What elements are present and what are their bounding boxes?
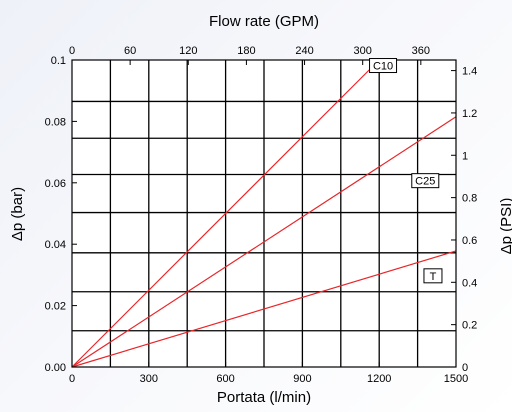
series-line-t xyxy=(71,250,457,368)
y-tick-label-4: 0.08 xyxy=(45,116,66,128)
y-tick-label-3: 0.06 xyxy=(45,178,66,190)
y-tick-label-1: 0.02 xyxy=(45,301,66,313)
y-tick-label-0: 0.00 xyxy=(45,362,66,374)
y2-tick-label-7: 1.4 xyxy=(462,66,477,78)
y2-tick-label-2: 0.4 xyxy=(462,277,477,289)
y2-tick-label-6: 1.2 xyxy=(462,108,477,120)
x-tick-label-0: 0 xyxy=(69,373,75,385)
series-line-c10 xyxy=(71,59,380,368)
y2-tick-label-3: 0.6 xyxy=(462,235,477,247)
y2-tick-label-5: 1 xyxy=(462,150,468,162)
series-lines xyxy=(71,59,457,368)
x2-tick-label-4: 240 xyxy=(295,45,313,57)
x2-tick-label-2: 120 xyxy=(179,45,197,57)
y2-axis-title: Δp (PSI) xyxy=(498,198,512,255)
series-label-t: T xyxy=(430,271,437,283)
x2-tick-label-6: 360 xyxy=(412,45,430,57)
x-tick-label-4: 1200 xyxy=(367,373,391,385)
x2-tick-label-3: 180 xyxy=(237,45,255,57)
series-label-box-c10 xyxy=(369,58,398,74)
series-label-c10: C10 xyxy=(373,61,393,73)
x-tick-label-1: 300 xyxy=(140,373,158,385)
series-line-c25 xyxy=(71,116,457,368)
y-tick-label-2: 0.04 xyxy=(45,239,66,251)
y-tick-label-5: 0.1 xyxy=(51,55,66,67)
series-label-box-t xyxy=(423,268,443,284)
x2-tick-label-5: 300 xyxy=(354,45,372,57)
x2-axis-title: Flow rate (GPM) xyxy=(209,13,319,30)
x-tick-label-3: 900 xyxy=(293,373,311,385)
plot-frame xyxy=(71,59,457,368)
series-label-c25: C25 xyxy=(415,176,435,188)
x2-tick-label-1: 60 xyxy=(124,45,136,57)
series-label-box-c25 xyxy=(411,173,440,189)
y2-tick-label-0: 0 xyxy=(462,362,468,374)
y2-tick-label-4: 0.8 xyxy=(462,193,477,205)
x-axis-title: Portata (l/min) xyxy=(217,389,311,406)
x-tick-label-5: 1500 xyxy=(444,373,468,385)
series-labels: C10 C25 T xyxy=(369,58,443,284)
x-tick-label-2: 600 xyxy=(216,373,234,385)
x2-tick-label-0: 0 xyxy=(69,45,75,57)
y-axis-title: Δp (bar) xyxy=(9,187,26,241)
y2-tick-label-1: 0.2 xyxy=(462,320,477,332)
